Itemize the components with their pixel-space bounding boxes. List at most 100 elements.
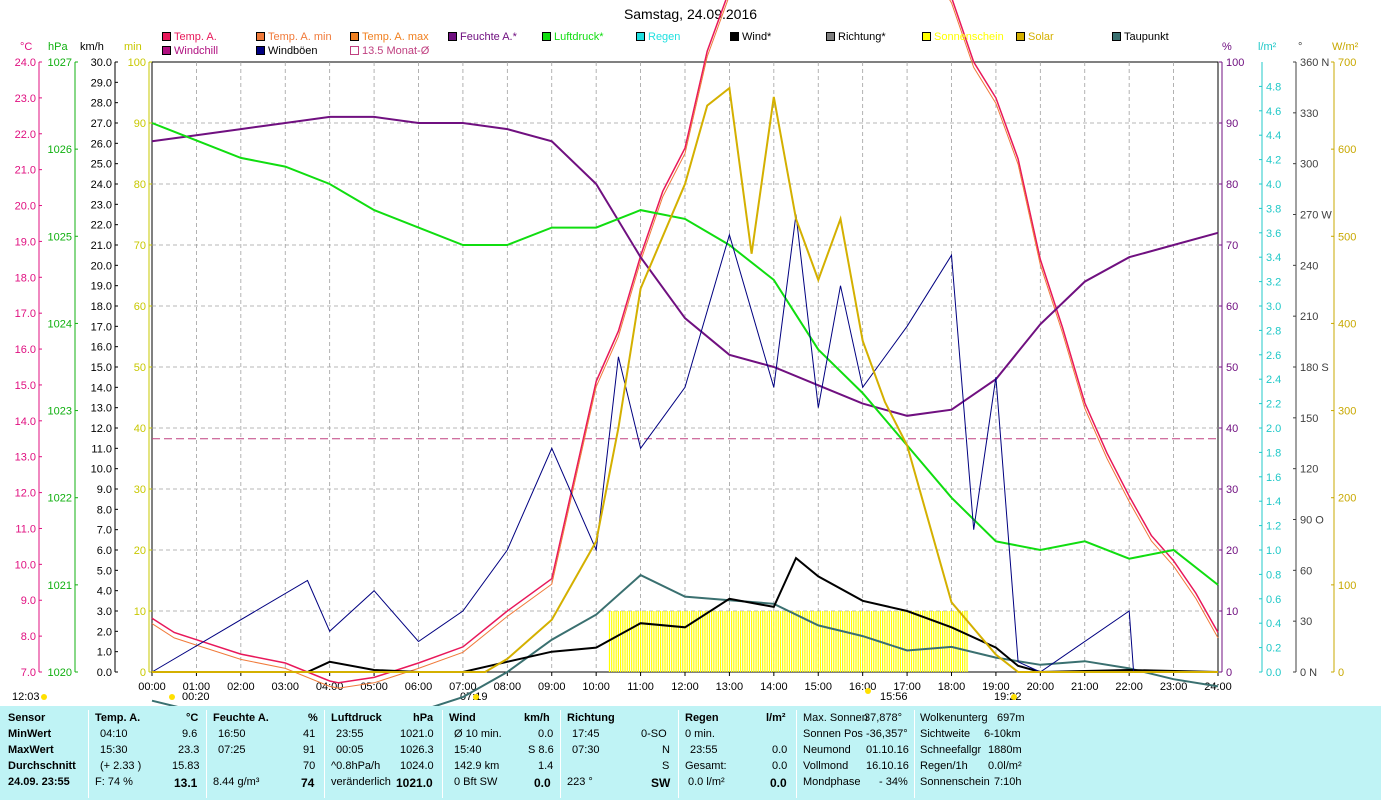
wind-current-label: 0 Bft SW xyxy=(454,776,498,788)
temp-axis-tick-label: 7.0 xyxy=(21,667,36,679)
mondphase-val: - 34% xyxy=(879,776,908,788)
unit-label: W/m² xyxy=(1332,41,1359,53)
luftdruck-current-label: veränderlich xyxy=(331,776,391,788)
wind-min-val: 0.0 xyxy=(538,728,554,740)
richtung-max-val: N xyxy=(662,744,670,756)
schnee-label: Schneefallgr xyxy=(920,744,982,756)
time-tick-label: 17:00 xyxy=(893,681,921,693)
sun-icon xyxy=(1011,694,1017,700)
min-axis-tick-label: 10 xyxy=(134,606,146,618)
luftdruck-current-val: 1021.0 xyxy=(396,776,433,790)
deg-axis-tick-label: 180 S xyxy=(1300,362,1329,374)
rain-axis-tick-label: 3.0 xyxy=(1266,301,1281,313)
feuchte-max-val: 91 xyxy=(303,744,316,756)
unit-label: hPa xyxy=(48,41,68,53)
deg-axis-tick-label: 150 xyxy=(1300,413,1318,425)
neumond-label: Neumond xyxy=(803,744,851,756)
row-label-current: 24.09. 23:55 xyxy=(8,776,70,788)
press-axis-tick-label: 1025 xyxy=(48,231,72,243)
row-label-min: MinWert xyxy=(8,728,52,740)
time-tick-label: 00:00 xyxy=(138,681,166,693)
row-label-avg: Durchschnitt xyxy=(8,760,76,772)
series-taupunkt xyxy=(151,573,1219,706)
pct-axis-tick-label: 50 xyxy=(1226,362,1238,374)
richtung-avg-val: S xyxy=(662,760,670,772)
luftdruck-unit: hPa xyxy=(413,712,434,724)
series-temp-min xyxy=(151,0,1219,689)
rain-axis-tick-label: 4.2 xyxy=(1266,155,1281,167)
press-axis-tick-label: 1021 xyxy=(48,580,72,592)
legend-item-5: Regen xyxy=(636,31,680,43)
legend-item-9: Solar xyxy=(1016,31,1054,43)
wind-unit: km/h xyxy=(524,712,550,724)
richtung-current-label: 223 ° xyxy=(567,776,593,788)
time-tick-label: 01:00 xyxy=(183,681,211,693)
stats-panel: Sensor MinWert MaxWert Durchschnitt 24.0… xyxy=(0,706,1381,800)
richtung-max-time: 07:30 xyxy=(572,744,600,756)
rain-axis-tick-label: 0.8 xyxy=(1266,569,1281,581)
wind-axis-tick-label: 14.0 xyxy=(91,382,112,394)
temp-axis-tick-label: 19.0 xyxy=(15,236,36,248)
neumond-val: 01.10.16 xyxy=(866,744,909,756)
rain-axis-tick-label: 0.2 xyxy=(1266,643,1281,655)
solar-axis-tick-label: 500 xyxy=(1338,231,1356,243)
sun-moon-marker: 19:22 xyxy=(994,691,1022,703)
wind-axis-tick-label: 9.0 xyxy=(97,484,112,496)
series-luftdruck- xyxy=(151,122,1219,586)
sensor-header: Sensor xyxy=(8,712,46,724)
wind-axis-tick-label: 0.0 xyxy=(97,667,112,679)
legend-label: Windböen xyxy=(268,45,318,57)
pct-axis-tick-label: 100 xyxy=(1226,57,1244,69)
pct-axis-tick-label: 30 xyxy=(1226,484,1238,496)
luftdruck-min-val: 1021.0 xyxy=(400,728,434,740)
time-tick-label: 06:00 xyxy=(405,681,433,693)
time-tick-label: 10:00 xyxy=(582,681,610,693)
pct-axis-tick-label: 70 xyxy=(1226,240,1238,252)
time-tick-label: 11:00 xyxy=(627,681,654,693)
press-axis-tick-label: 1020 xyxy=(48,667,72,679)
temp-axis-tick-label: 11.0 xyxy=(15,523,36,535)
temp-axis-tick-label: 18.0 xyxy=(15,272,36,284)
luftdruck-avg-val: 1024.0 xyxy=(400,760,434,772)
temp-axis-tick-label: 13.0 xyxy=(15,452,36,464)
weather-chart: 24.0 23.0 22.0 21.0 20.0 19.0 18.0 17.0 16.0 15.0… xyxy=(12,0,1359,706)
richtung-header: Richtung xyxy=(567,712,615,724)
legend-label: Windchill xyxy=(174,45,219,57)
time-tick-label: 07:00 xyxy=(449,681,477,693)
press-axis-tick-label: 1026 xyxy=(48,144,72,156)
solar-axis-tick-label: 300 xyxy=(1338,406,1356,418)
temp-axis-tick-label: 9.0 xyxy=(21,595,36,607)
time-tick-label: 13:00 xyxy=(716,681,744,693)
feuchte-current-val: 74 xyxy=(301,776,315,790)
luftdruck-max-val: 1026.3 xyxy=(400,744,434,756)
wind-axis-tick-label: 8.0 xyxy=(97,504,112,516)
rain-axis-tick-label: 3.4 xyxy=(1266,252,1281,264)
time-tick-label: 24:00 xyxy=(1204,681,1232,693)
temp-axis-tick-label: 20.0 xyxy=(15,201,36,213)
sun-icon xyxy=(41,694,47,700)
legend-item-7: Richtung* xyxy=(826,31,886,43)
time-tick-label: 16:00 xyxy=(849,681,877,693)
legend-swatch xyxy=(162,32,171,41)
temp-max-val: 23.3 xyxy=(178,744,200,756)
rain-axis-tick-label: 0.4 xyxy=(1266,618,1281,630)
press-axis-tick-label: 1024 xyxy=(48,318,72,330)
legend-item-10: Taupunkt xyxy=(1112,31,1169,43)
regen-total-label: Gesamt: xyxy=(685,760,727,772)
deg-axis-tick-label: 300 xyxy=(1300,159,1318,171)
wind-axis-tick-label: 15.0 xyxy=(91,362,112,374)
time-tick-label: 21:00 xyxy=(1071,681,1099,693)
wind-axis-tick-label: 6.0 xyxy=(97,545,112,557)
rain-axis-tick-label: 2.8 xyxy=(1266,325,1281,337)
sicht-label: Sichtweite xyxy=(920,728,971,740)
min-axis-tick-label: 0 xyxy=(140,667,146,679)
time-tick-label: 23:00 xyxy=(1160,681,1188,693)
wind-axis-tick-label: 27.0 xyxy=(91,118,112,130)
time-tick-label: 09:00 xyxy=(538,681,566,693)
feuchte-unit: % xyxy=(308,712,318,724)
luftdruck-header: Luftdruck xyxy=(331,712,382,724)
temp-axis-tick-label: 23.0 xyxy=(15,93,36,105)
legend-label: Sonnenschein xyxy=(934,31,1004,43)
max-sonnen-val: 37,878° xyxy=(864,712,903,724)
wind-min-time: Ø 10 min. xyxy=(454,728,502,740)
